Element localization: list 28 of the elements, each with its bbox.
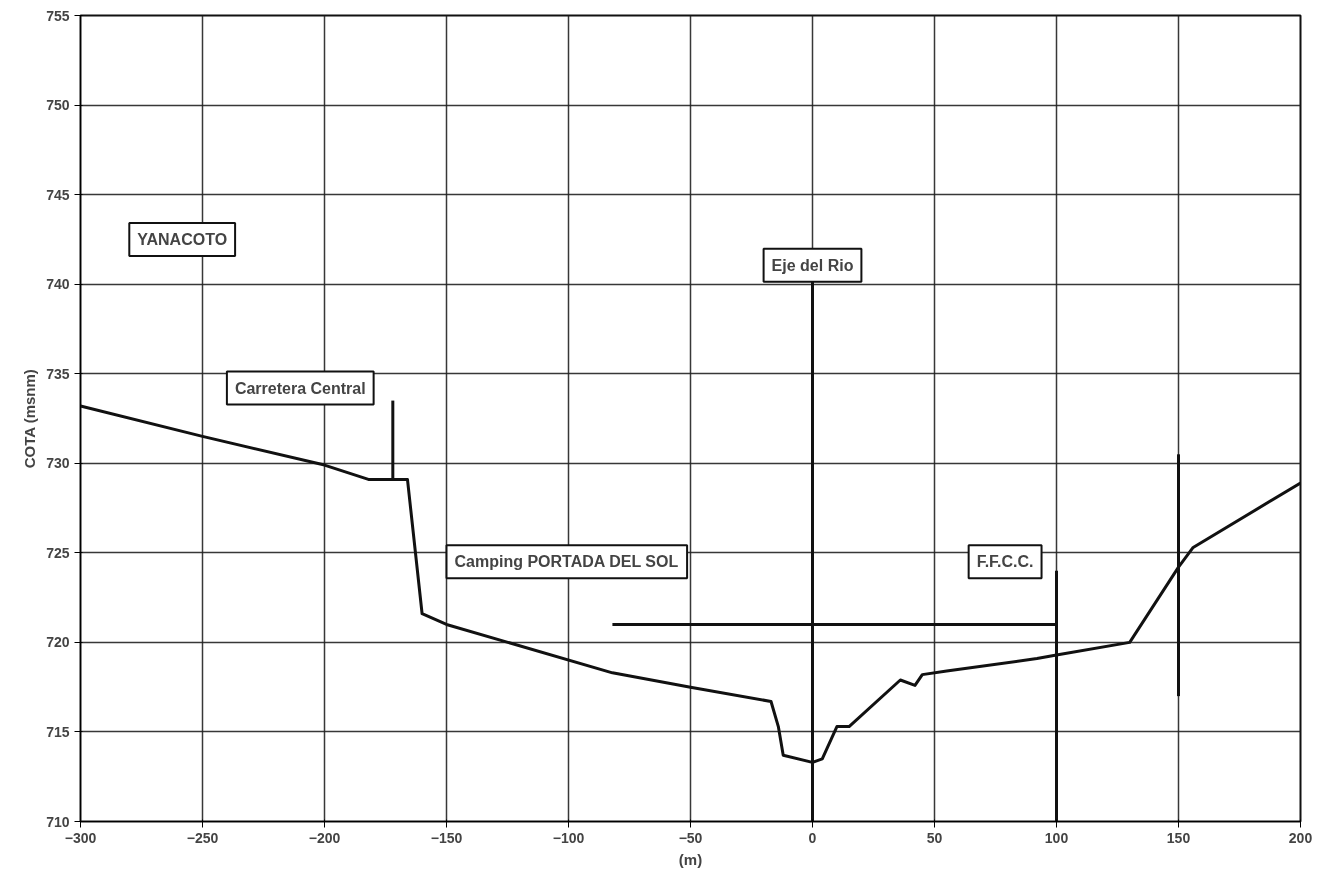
y-tick-label: 755 (46, 7, 70, 24)
x-tick-label: 200 (1288, 829, 1313, 846)
x-tick-label: −300 (64, 829, 97, 846)
annotation: Camping PORTADA DEL SOL (454, 553, 679, 571)
x-tick-label: −250 (186, 829, 219, 846)
ref-line-label: Eje del Rio (771, 256, 854, 274)
x-axis-title: (m) (678, 850, 703, 868)
y-tick-label: 725 (46, 544, 70, 561)
y-tick-label: 710 (46, 813, 70, 830)
x-tick-label: 0 (808, 829, 817, 846)
y-tick-label: 750 (46, 97, 70, 114)
x-tick-label: −150 (430, 829, 463, 846)
x-tick-label: −100 (552, 829, 585, 846)
x-tick-label: 150 (1166, 829, 1191, 846)
y-tick-label: 720 (46, 634, 70, 651)
y-tick-label: 745 (46, 186, 70, 203)
annotation: Carretera Central (234, 379, 366, 397)
x-tick-label: 100 (1044, 829, 1069, 846)
y-tick-label: 715 (46, 723, 70, 740)
annotation: F.F.C.C. (976, 553, 1034, 571)
x-tick-label: 50 (926, 829, 943, 846)
x-tick-label: −200 (308, 829, 341, 846)
y-tick-label: 730 (46, 455, 70, 472)
y-tick-label: 740 (46, 276, 70, 293)
annotation: YANACOTO (137, 230, 228, 248)
y-tick-label: 735 (46, 365, 70, 382)
y-axis-title: COTA (msnm) (21, 369, 39, 469)
x-tick-label: −50 (678, 829, 703, 846)
